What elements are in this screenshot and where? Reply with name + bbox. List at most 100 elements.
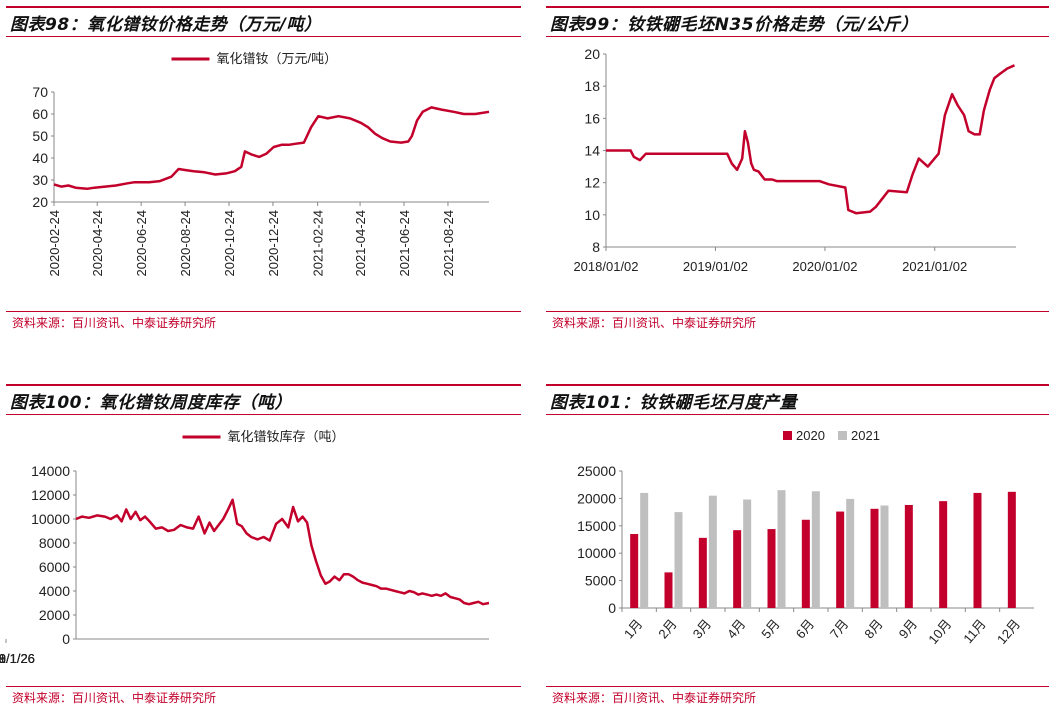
x-tick-label: 10月 — [925, 616, 954, 647]
x-tick-label: 3月 — [690, 616, 714, 641]
legend-label: 氧化镨钕（万元/吨） — [217, 51, 338, 66]
legend-label: 2020 — [796, 428, 825, 443]
x-tick-label: 2019/1/26 — [0, 651, 35, 666]
x-tick-label: 2021/01/02 — [902, 259, 967, 274]
x-tick-label: 4月 — [724, 616, 748, 641]
x-tick-label: 2020-08-24 — [178, 210, 193, 277]
x-tick-label: 2020-04-24 — [90, 210, 105, 277]
x-tick-label: 2020/01/02 — [792, 259, 857, 274]
series-line — [53, 106, 490, 191]
source-bar: 资料来源：百川资讯、中泰证券研究所 — [546, 311, 1049, 332]
y-tick-label: 16 — [584, 110, 600, 126]
bar — [630, 534, 639, 608]
y-tick-label: 8000 — [39, 535, 70, 551]
x-tick-label: 2018/1/26 — [0, 651, 35, 666]
legend-label: 氧化镨钕库存（吨） — [228, 429, 345, 444]
bar — [733, 530, 742, 608]
y-tick-label: 60 — [32, 106, 48, 122]
y-tick-label: 8 — [592, 239, 600, 255]
source-note: 资料来源：百川资讯、中泰证券研究所 — [552, 316, 757, 330]
y-tick-label: 70 — [32, 84, 48, 100]
legend-swatch — [838, 431, 847, 440]
source-bar: 资料来源：百川资讯、中泰证券研究所 — [6, 686, 521, 707]
bar — [880, 505, 889, 608]
x-tick-label: 2018/01/02 — [573, 259, 638, 274]
x-tick-label: 1月 — [621, 616, 645, 641]
chart-title: 图表99：钕铁硼毛坯N35价格走势（元/公斤） — [550, 15, 919, 35]
x-tick-label: 11月 — [960, 616, 989, 646]
y-tick-label: 20000 — [577, 490, 616, 506]
x-tick-label: 2020-02-24 — [47, 210, 62, 277]
series-line — [606, 64, 1016, 215]
chart-title: 图表100：氧化镨钕周度库存（吨） — [10, 393, 292, 413]
bar — [664, 572, 673, 608]
bar — [708, 495, 717, 608]
y-tick-label: 40 — [32, 150, 48, 166]
x-tick-label: 2021-02-24 — [311, 210, 326, 277]
y-tick-label: 4000 — [39, 583, 70, 599]
x-tick-label: 2020-10-24 — [222, 210, 237, 276]
y-tick-label: 50 — [32, 128, 48, 144]
y-tick-label: 25000 — [577, 463, 616, 479]
panel-fig98: 图表98：氧化镨钕价格走势（万元/吨） 氧化镨钕（万元/吨） 20 30 40 50 60… — [6, 0, 521, 345]
x-tick-label: 2021-04-24 — [353, 210, 368, 277]
x-tick-label: 5月 — [758, 616, 782, 641]
y-tick-label: 14000 — [31, 463, 70, 479]
bar — [640, 492, 649, 608]
y-tick-label: 15000 — [577, 518, 616, 534]
x-tick-label: 2月 — [655, 616, 679, 641]
x-tick-label: 2021/1/26 — [0, 651, 35, 666]
y-tick-label: 30 — [32, 172, 48, 188]
source-bar: 资料来源：百川资讯、中泰证券研究所 — [6, 311, 521, 332]
panel-fig100: 图表100：氧化镨钕周度库存（吨） 氧化镨钕库存（吨） 0 2000 4000 6000… — [0, 378, 521, 709]
bar — [743, 499, 752, 608]
bar — [767, 529, 776, 608]
y-tick-label: 5000 — [585, 573, 616, 589]
bar — [801, 519, 810, 608]
x-tick-label: 2020-06-24 — [134, 210, 149, 277]
y-tick-label: 18 — [584, 78, 600, 94]
chart-fig98: 氧化镨钕（万元/吨） 20 30 40 50 60 70 2020-02-24 2020-04-… — [32, 51, 490, 277]
x-tick-label: 6月 — [793, 616, 817, 641]
y-tick-label: 12 — [584, 175, 600, 191]
chart-title: 图表101：钕铁硼毛坯月度产量 — [550, 393, 797, 413]
y-tick-label: 20 — [32, 194, 48, 210]
bar — [836, 511, 845, 608]
legend-swatch — [783, 431, 792, 440]
y-tick-label: 10 — [584, 207, 600, 223]
title-bar: 图表101：钕铁硼毛坯月度产量 — [546, 384, 1049, 415]
y-tick-label: 14 — [584, 143, 600, 159]
y-tick-label: 12000 — [31, 487, 70, 503]
x-tick-label: 2021-08-24 — [441, 210, 456, 277]
title-bar: 图表98：氧化镨钕价格走势（万元/吨） — [6, 6, 521, 37]
chart-fig101: 2020 2021 0 5000 10000 15000 20000 25000 1月 2月 3月 4… — [577, 428, 1034, 647]
series-line — [75, 498, 490, 606]
y-tick-label: 0 — [62, 631, 70, 647]
chart-fig100: 氧化镨钕库存（吨） 0 2000 4000 6000 8000 10000 12000 1400… — [0, 429, 490, 666]
bar — [973, 492, 982, 608]
title-bar: 图表100：氧化镨钕周度库存（吨） — [6, 384, 521, 415]
x-tick-label: 9月 — [896, 616, 920, 641]
bar — [939, 501, 948, 608]
y-tick-label: 6000 — [39, 559, 70, 575]
source-note: 资料来源：百川资讯、中泰证券研究所 — [12, 691, 217, 705]
source-bar: 资料来源：百川资讯、中泰证券研究所 — [546, 686, 1049, 707]
bar — [674, 512, 683, 608]
bar — [698, 537, 707, 608]
x-tick-label: 8月 — [861, 616, 885, 641]
x-tick-label: 2020-12-24 — [266, 210, 281, 277]
bar — [870, 508, 879, 608]
y-tick-label: 20 — [584, 46, 600, 62]
panel-fig99: 图表99：钕铁硼毛坯N35价格走势（元/公斤） 8 10 12 14 16 18 20 201… — [546, 0, 1049, 345]
y-tick-label: 10000 — [31, 511, 70, 527]
y-tick-label: 2000 — [39, 607, 70, 623]
x-tick-label: 2020/1/26 — [0, 651, 35, 666]
bar — [846, 498, 855, 608]
bar — [777, 490, 786, 608]
legend-label: 2021 — [851, 428, 880, 443]
title-bar: 图表99：钕铁硼毛坯N35价格走势（元/公斤） — [546, 6, 1049, 37]
y-tick-label: 0 — [608, 600, 616, 616]
x-tick-label: 12月 — [994, 616, 1023, 647]
chart-fig99: 8 10 12 14 16 18 20 2018/01/02 2019/01/02 2020/01… — [573, 46, 1016, 274]
bar — [811, 491, 820, 608]
